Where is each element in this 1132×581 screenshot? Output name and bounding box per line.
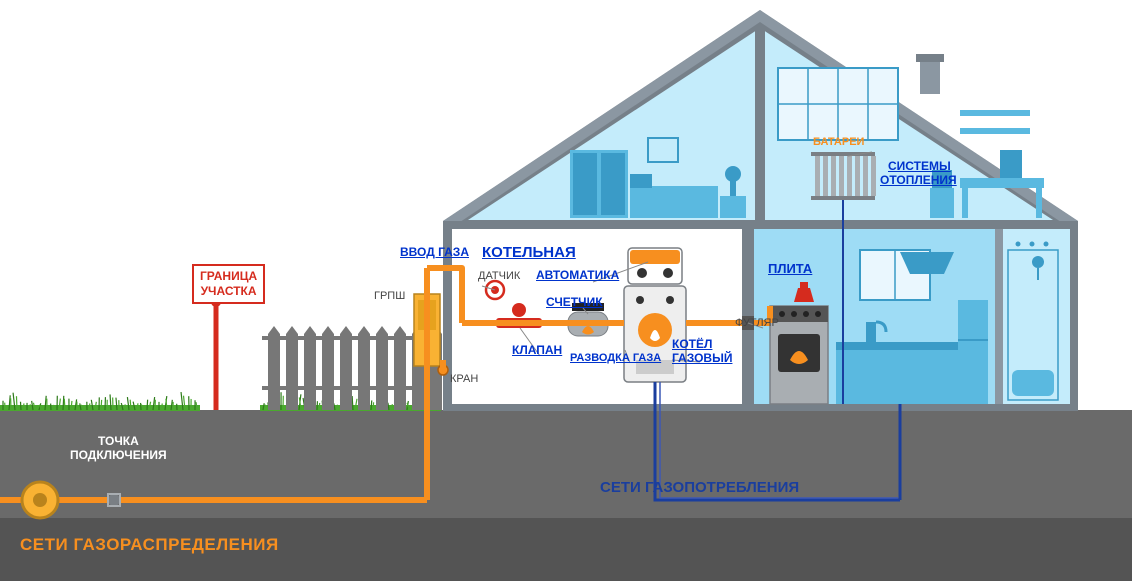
- sensor-label: ДАТЧИК: [478, 270, 520, 282]
- heating-label-1[interactable]: СИСТЕМЫ: [888, 159, 951, 173]
- distribution-network-label: СЕТИ ГАЗОРАСПРЕДЕЛЕНИЯ: [20, 535, 279, 555]
- boiler-room-label[interactable]: КОТЕЛЬНАЯ: [482, 244, 576, 261]
- automation-label[interactable]: АВТОМАТИКА: [536, 268, 619, 282]
- kran-label: КРАН: [450, 373, 478, 385]
- stove-label[interactable]: ПЛИТА: [768, 261, 812, 276]
- boiler-label-1[interactable]: КОТЁЛ: [672, 337, 712, 351]
- gas-input-label[interactable]: ВВОД ГАЗА: [400, 245, 469, 259]
- boundary-label-l1: ГРАНИЦА: [200, 269, 257, 283]
- counter-label[interactable]: СЧЕТЧИК: [546, 295, 603, 309]
- boundary-label: ГРАНИЦА УЧАСТКА: [192, 264, 265, 304]
- valve-label[interactable]: КЛАПАН: [512, 343, 562, 357]
- radiators-label: БАТАРЕИ: [813, 136, 864, 148]
- boundary-label-l2: УЧАСТКА: [201, 284, 257, 298]
- gas-layout-label[interactable]: РАЗВОДКА ГАЗА: [570, 352, 661, 364]
- connection-point-label-2: ПОДКЛЮЧЕНИЯ: [70, 448, 167, 462]
- heating-label-2[interactable]: ОТОПЛЕНИЯ: [880, 173, 957, 187]
- boiler-label-2[interactable]: ГАЗОВЫЙ: [672, 351, 732, 365]
- connection-point-label-1: ТОЧКА: [98, 434, 139, 448]
- futlyar-label: ФУТЛЯР: [735, 317, 779, 329]
- consumption-network-label: СЕТИ ГАЗОПОТРЕБЛЕНИЯ: [600, 479, 799, 496]
- grpsh-label: ГРПШ: [374, 290, 405, 302]
